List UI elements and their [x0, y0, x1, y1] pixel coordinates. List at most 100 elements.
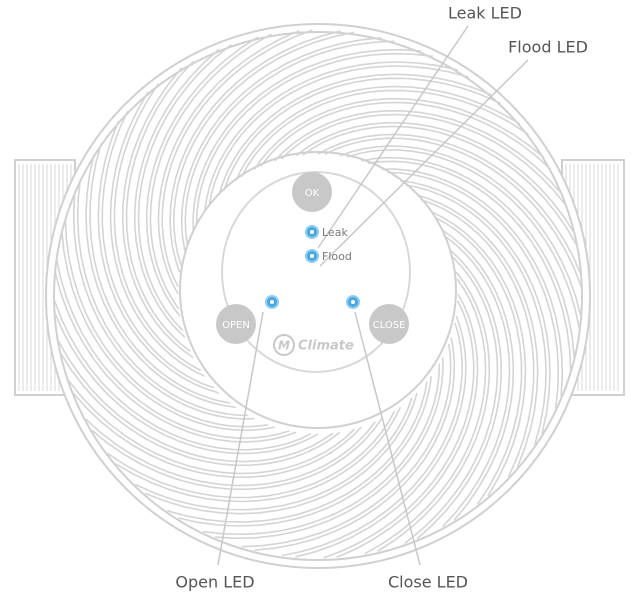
blade [254, 337, 456, 551]
blade [57, 340, 334, 463]
leak-led-callout: Leak LED [448, 4, 522, 23]
logo-letter: M [278, 339, 290, 353]
logo-mark [273, 334, 295, 356]
blade [121, 67, 194, 359]
blade [367, 160, 572, 371]
blade [442, 229, 515, 521]
blade [274, 109, 564, 196]
blade [253, 97, 545, 170]
blade [336, 293, 479, 559]
ok-label: OK [305, 188, 320, 199]
blade [192, 48, 421, 231]
blade [169, 30, 342, 273]
blade [134, 397, 413, 511]
blade [317, 133, 583, 276]
blade [109, 91, 206, 378]
close-led-callout: Close LED [388, 573, 468, 592]
blade [260, 101, 552, 170]
blade [72, 392, 362, 479]
blade [178, 376, 433, 527]
ok-button[interactable] [292, 172, 332, 212]
blade [137, 44, 232, 332]
blade [404, 256, 499, 544]
center-disc [221, 171, 411, 373]
blade [89, 143, 231, 404]
close-button[interactable] [369, 304, 409, 344]
blade [173, 31, 355, 266]
blade [107, 410, 396, 499]
blade [53, 299, 312, 451]
blade [68, 380, 356, 475]
blade [61, 230, 275, 432]
close-label: CLOSE [373, 320, 406, 331]
blade [101, 110, 215, 389]
blade [91, 418, 383, 491]
blade [145, 36, 259, 317]
blade [53, 312, 319, 455]
flood-led-label: Flood [322, 250, 352, 263]
blade [133, 48, 220, 338]
blade [240, 89, 529, 178]
blade [430, 210, 527, 497]
blade [339, 145, 582, 318]
blades [53, 29, 583, 559]
blade [416, 194, 539, 468]
blade [218, 73, 492, 196]
blade [281, 322, 463, 557]
blade [157, 29, 300, 295]
blade [149, 33, 272, 310]
blade [302, 125, 579, 248]
blade [400, 179, 551, 434]
blade [125, 60, 194, 352]
blade [280, 113, 568, 208]
blade [54, 270, 297, 443]
blade [72, 191, 255, 420]
blade [421, 199, 535, 478]
open-button[interactable] [216, 304, 256, 344]
blade [416, 250, 503, 540]
blade [167, 381, 428, 523]
blade [215, 357, 444, 540]
blade [113, 83, 202, 372]
open-label: OPEN [222, 320, 250, 331]
blade [208, 65, 469, 207]
blade [387, 171, 560, 409]
blade [144, 392, 418, 515]
blade [203, 61, 458, 212]
blade [294, 315, 467, 558]
blade [346, 149, 581, 331]
callout-lines [217, 25, 529, 566]
blade [377, 271, 491, 552]
blade [115, 406, 402, 503]
blade [241, 343, 452, 548]
blade [295, 121, 576, 235]
blade [234, 85, 521, 182]
blade [76, 179, 249, 417]
blade [161, 29, 313, 288]
blade [324, 137, 583, 289]
blade [84, 418, 376, 487]
blade [184, 40, 395, 245]
blade [223, 77, 502, 191]
inner-ring [179, 151, 457, 429]
blade [180, 37, 382, 251]
blade [97, 120, 220, 394]
blade [60, 353, 341, 467]
blade [442, 236, 511, 528]
blade [381, 168, 564, 397]
blade [64, 217, 269, 428]
blade [55, 257, 290, 439]
outer-ring-inner [53, 31, 583, 561]
leak-callout-line [317, 25, 469, 249]
open-callout-line [217, 311, 264, 566]
blade [434, 216, 523, 505]
blade [85, 154, 236, 409]
blade [323, 300, 475, 559]
blade [364, 278, 487, 555]
close-callout-line [354, 311, 421, 566]
flood-callout-line [319, 59, 529, 267]
flood-led-callout: Flood LED [508, 38, 588, 57]
leak-led-label: Leak [322, 226, 348, 239]
blade [195, 52, 433, 225]
